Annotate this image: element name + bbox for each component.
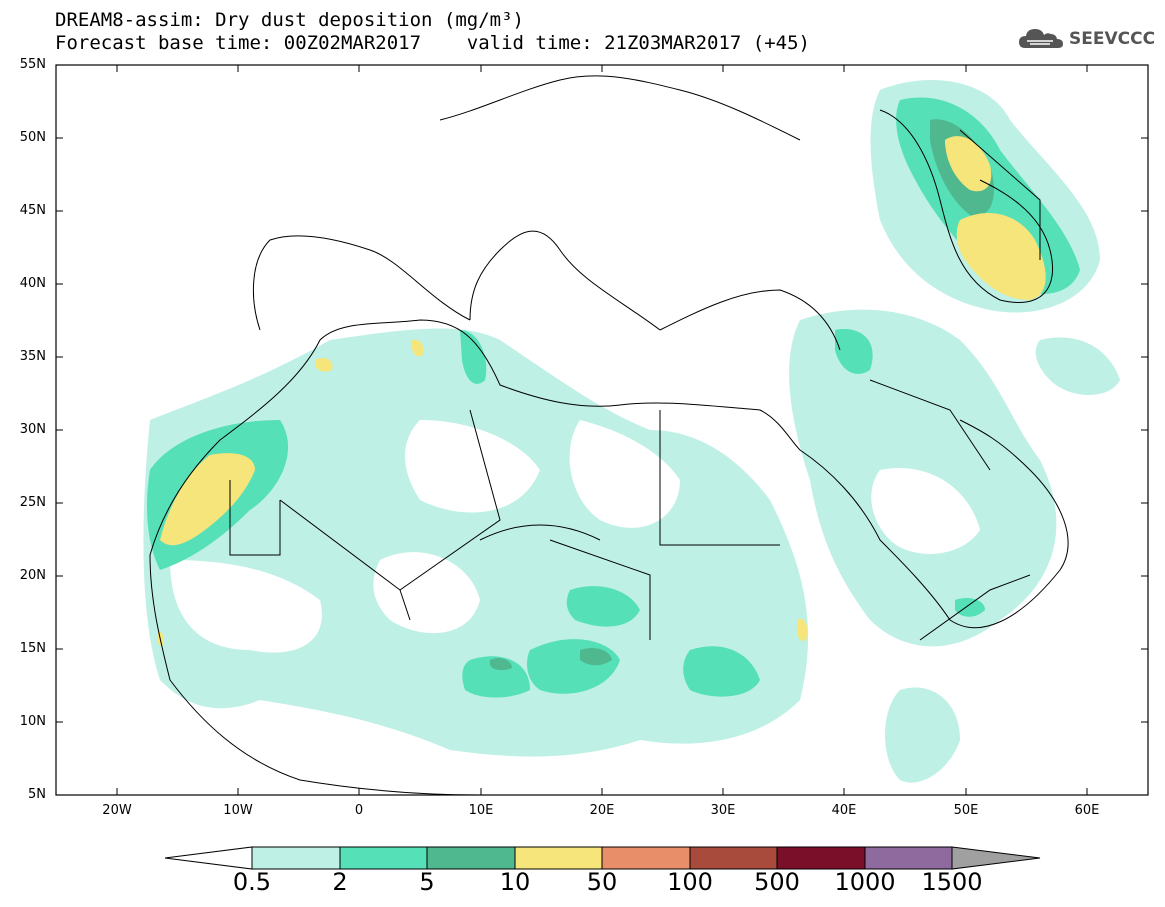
colorbar-label: 1500 xyxy=(921,868,983,896)
lon-label: 0 xyxy=(354,803,364,818)
lat-label: 45N xyxy=(19,203,46,218)
axis-ticks xyxy=(56,64,1148,795)
colorbar-bin-6 xyxy=(689,846,778,870)
lon-label: 50E xyxy=(953,803,979,818)
colorbar-label: 1000 xyxy=(834,868,896,896)
lat-label: 25N xyxy=(19,495,46,510)
colorbar-over-triangle xyxy=(951,846,1041,870)
map-title: DREAM8-assim: Dry dust deposition (mg/m³… xyxy=(55,9,524,31)
lat-label: 30N xyxy=(19,422,46,437)
lat-label: 10N xyxy=(19,714,46,729)
colorbar-bin-2 xyxy=(339,846,428,870)
lat-label: 50N xyxy=(19,130,46,145)
lat-label: 5N xyxy=(28,787,46,802)
colorbar-label: 5 xyxy=(419,868,435,896)
colorbar-bin-5 xyxy=(601,846,691,870)
logo-text: SEEVCCC xyxy=(1069,29,1156,49)
cloud-icon xyxy=(1019,29,1063,48)
colorbar-label: 0.5 xyxy=(232,868,272,896)
lon-label: 40E xyxy=(831,803,857,818)
map-subtitle: Forecast base time: 00Z02MAR2017 valid t… xyxy=(55,32,810,54)
lon-label: 20W xyxy=(102,803,132,818)
lon-label: 60E xyxy=(1074,803,1100,818)
colorbar-bin-3 xyxy=(426,846,516,870)
lon-label: 10E xyxy=(468,803,494,818)
colorbar xyxy=(164,846,1041,870)
lat-label: 40N xyxy=(19,276,46,291)
lon-label: 20E xyxy=(589,803,615,818)
colorbar-label: 2 xyxy=(332,868,348,896)
colorbar-label: 50 xyxy=(586,868,618,896)
colorbar-bin-4 xyxy=(514,846,603,870)
lat-label: 15N xyxy=(19,641,46,656)
lat-label: 35N xyxy=(19,349,46,364)
lat-label: 20N xyxy=(19,568,46,583)
dust-shading xyxy=(143,80,1120,783)
colorbar-label: 100 xyxy=(667,868,713,896)
lat-label: 55N xyxy=(19,57,46,72)
lon-label: 10W xyxy=(223,803,253,818)
colorbar-label: 10 xyxy=(499,868,531,896)
coastlines xyxy=(149,75,1069,795)
colorbar-under-triangle xyxy=(164,846,253,870)
colorbar-bin-7 xyxy=(776,846,866,870)
colorbar-bin-8 xyxy=(864,846,953,870)
seevccc-logo: SEEVCCC xyxy=(1017,26,1155,52)
colorbar-bin-1 xyxy=(251,846,341,870)
lon-label: 30E xyxy=(710,803,736,818)
colorbar-label: 500 xyxy=(754,868,800,896)
